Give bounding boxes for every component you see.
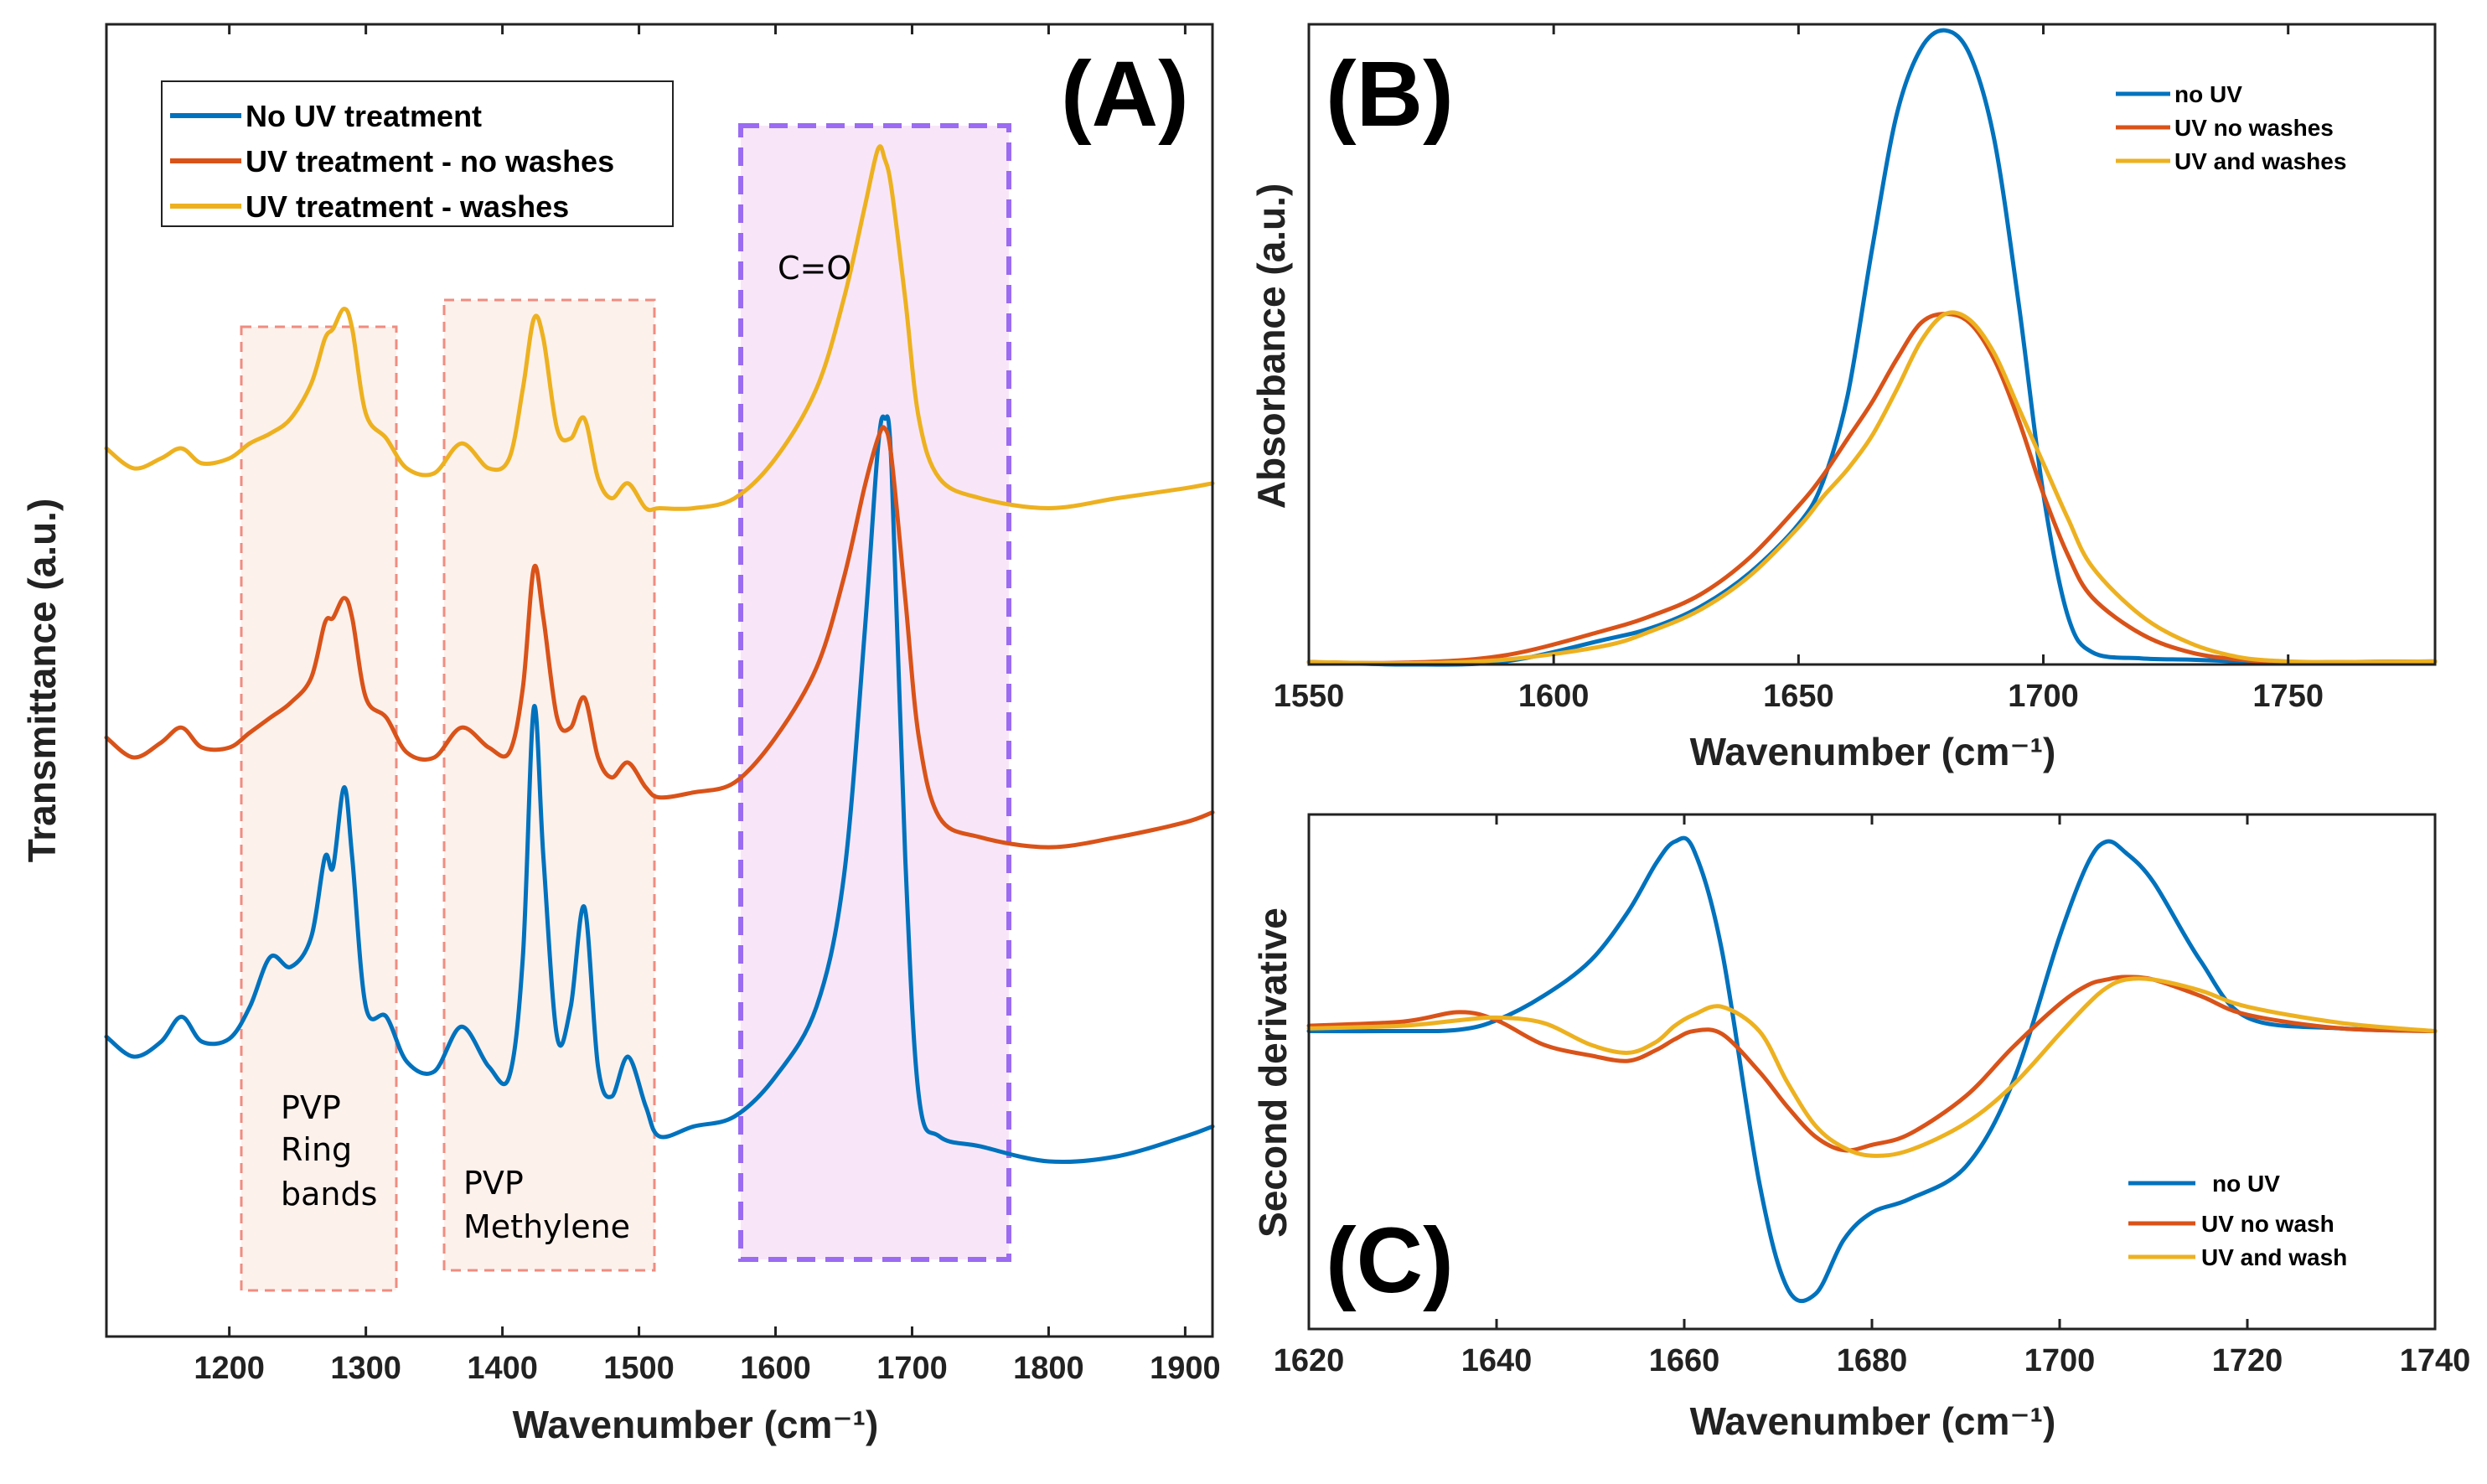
annotation-ring-line-3: bands [281,1176,377,1213]
legend-c: no UV UV no wash UV and wash [2128,1171,2347,1270]
annotation-ring-line-1: PVP [281,1089,341,1126]
x-axis-title-b: Wavenumber (cm⁻¹) [1690,730,2056,773]
x-axis-title-c: Wavenumber (cm⁻¹) [1690,1399,2056,1443]
x-tick-label-a-5: 1600 [740,1351,811,1386]
y-axis-title-c: Second derivative [1251,907,1295,1238]
series-group-b [1306,28,2438,667]
panel-b: 1550 1600 1650 1700 1750 (B) no UV UV no was… [1249,23,2438,773]
annotation-methylene-line-1: PVP [463,1165,524,1202]
x-tick-label-b-4: 1700 [2008,679,2079,714]
x-tick-label-b-1: 1550 [1274,679,1345,714]
ticks-c: 1620 1640 1660 1680 1700 1720 1740 [1274,814,2471,1378]
region-methylene [442,298,656,1272]
annotation-methylene-line-2: Methylene [463,1208,630,1245]
panel-label-b: (B) [1326,43,1454,146]
x-tick-label-a-2: 1300 [330,1351,401,1386]
annotation-carbonyl: C=O [778,250,851,287]
legend-a-entry-3: UV treatment - washes [246,189,569,224]
axes-frame-b [1307,23,2437,666]
series-line-b-3 [1306,310,2438,666]
panel-c: 1620 1640 1660 1680 1700 1720 1740 (C) no UV U… [1251,813,2471,1443]
x-tick-label-a-1: 1200 [194,1351,265,1386]
x-axis-title-a: Wavenumber (cm⁻¹) [513,1403,879,1446]
legend-a: No UV treatment UV treatment - no washes… [161,80,674,227]
x-tick-label-c-7: 1740 [2400,1343,2471,1378]
panel-label-a: (A) [1061,43,1189,146]
x-tick-label-c-6: 1720 [2212,1343,2283,1378]
x-tick-label-c-2: 1640 [1461,1343,1533,1378]
legend-c-entry-3: UV and wash [2201,1244,2347,1270]
series-line-a-3 [104,144,1215,513]
x-tick-label-c-5: 1700 [2024,1343,2096,1378]
series-line-b-1 [1306,28,2438,667]
series-line-c-3 [1306,976,2438,1158]
x-tick-label-c-4: 1680 [1837,1343,1908,1378]
legend-b-entry-1: no UV [2174,81,2242,107]
region-ring-bands [240,325,398,1292]
x-tick-label-c-3: 1660 [1649,1343,1720,1378]
x-tick-label-b-2: 1600 [1518,679,1590,714]
legend-a-box [161,80,674,227]
ticks-a: 1200 1300 1400 1500 1600 1700 1800 1900 [194,24,1221,1386]
legend-b: no UV UV no washes UV and washes [2116,81,2346,174]
region-carbonyl [738,123,1011,1262]
x-tick-label-a-8: 1900 [1150,1351,1221,1386]
panel-a: 1200 1300 1400 1500 1600 1700 1800 1900 C=O PVP… [20,23,1221,1446]
x-tick-label-b-3: 1650 [1763,679,1834,714]
x-tick-label-c-1: 1620 [1274,1343,1345,1378]
ticks-b: 1550 1600 1650 1700 1750 [1274,24,2324,714]
x-tick-label-b-5: 1750 [2252,679,2324,714]
series-line-c-2 [1306,975,2438,1153]
x-tick-label-a-3: 1400 [467,1351,538,1386]
legend-c-entry-2: UV no wash [2201,1211,2334,1237]
legend-b-entry-2: UV no washes [2174,115,2334,141]
series-group-a [104,144,1215,1165]
x-tick-label-a-7: 1800 [1013,1351,1084,1386]
x-tick-label-a-6: 1700 [876,1351,948,1386]
annotation-ring-line-2: Ring [281,1131,352,1168]
legend-c-entry-1: no UV [2212,1171,2280,1197]
y-axis-title-a: Transmittance (a.u.) [20,499,64,863]
series-line-a-1 [104,414,1215,1165]
axes-frame-a [105,23,1214,1338]
series-group-c [1306,835,2438,1304]
series-line-b-2 [1306,312,2438,665]
y-axis-title-b: Absorbance (a.u.) [1249,184,1293,509]
legend-b-entry-3: UV and washes [2174,148,2346,174]
series-line-a-2 [104,425,1215,850]
legend-a-entry-1: No UV treatment [246,99,482,133]
series-line-c-1 [1306,835,2438,1304]
legend-a-entry-2: UV treatment - no washes [246,144,614,178]
x-tick-label-a-4: 1500 [603,1351,675,1386]
panel-label-c: (C) [1326,1209,1454,1312]
